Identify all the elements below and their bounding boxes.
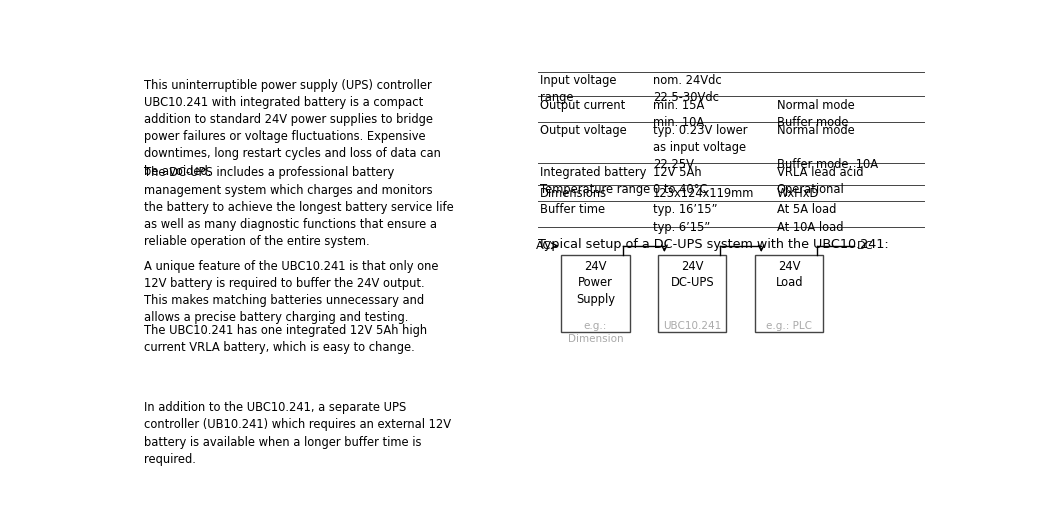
Text: In addition to the UBC10.241, a separate UPS
controller (UB10.241) which require: In addition to the UBC10.241, a separate…	[143, 401, 451, 466]
Bar	[658, 255, 726, 332]
Text: 12V 5Ah
0 to 40°C: 12V 5Ah 0 to 40°C	[652, 165, 707, 196]
Text: Buffer time: Buffer time	[539, 203, 605, 217]
Text: typ. 0.23V lower
as input voltage
22.25V: typ. 0.23V lower as input voltage 22.25V	[652, 124, 748, 171]
Text: The DC-UPS includes a professional battery
management system which charges and m: The DC-UPS includes a professional batte…	[143, 167, 453, 248]
Text: Integrated battery
Temperature range: Integrated battery Temperature range	[539, 165, 650, 196]
Text: Normal mode
Buffer mode: Normal mode Buffer mode	[777, 99, 854, 129]
Text: typ. 16’15”
typ. 6’15”: typ. 16’15” typ. 6’15”	[652, 203, 718, 233]
Text: 123x124x119mm: 123x124x119mm	[652, 187, 754, 200]
Text: VRLA lead acid
Operational: VRLA lead acid Operational	[777, 165, 863, 196]
Text: Typical setup of a DC-UPS system with the UBC10.241:: Typical setup of a DC-UPS system with th…	[538, 238, 889, 251]
Text: UBC10.241: UBC10.241	[663, 321, 722, 331]
Text: DC: DC	[857, 241, 873, 251]
Text: e.g.: PLC: e.g.: PLC	[766, 321, 812, 331]
Text: 24V
Load: 24V Load	[776, 260, 803, 289]
Text: Output current: Output current	[539, 99, 625, 112]
Text: Input voltage
range: Input voltage range	[539, 74, 616, 104]
Text: WxHxD: WxHxD	[777, 187, 819, 200]
Text: This uninterruptible power supply (UPS) controller
UBC10.241 with integrated bat: This uninterruptible power supply (UPS) …	[143, 79, 441, 178]
Bar	[561, 255, 629, 332]
Text: AC: AC	[536, 241, 552, 251]
Text: Normal mode

Buffer mode, 10A: Normal mode Buffer mode, 10A	[777, 124, 878, 171]
Text: Dimensions: Dimensions	[539, 187, 607, 200]
Text: The UBC10.241 has one integrated 12V 5Ah high
current VRLA battery, which is eas: The UBC10.241 has one integrated 12V 5Ah…	[143, 324, 426, 355]
Text: min. 15A
min. 10A: min. 15A min. 10A	[652, 99, 704, 129]
Text: 24V
DC-UPS: 24V DC-UPS	[671, 260, 714, 289]
Text: e.g.:
Dimension: e.g.: Dimension	[567, 321, 623, 344]
Text: nom. 24Vdc
22.5-30Vdc: nom. 24Vdc 22.5-30Vdc	[652, 74, 722, 104]
Text: A unique feature of the UBC10.241 is that only one
12V battery is required to bu: A unique feature of the UBC10.241 is tha…	[143, 260, 438, 324]
Bar	[755, 255, 823, 332]
Text: 24V
Power
Supply: 24V Power Supply	[576, 260, 615, 306]
Text: At 5A load
At 10A load: At 5A load At 10A load	[777, 203, 843, 233]
Text: Output voltage: Output voltage	[539, 124, 626, 137]
